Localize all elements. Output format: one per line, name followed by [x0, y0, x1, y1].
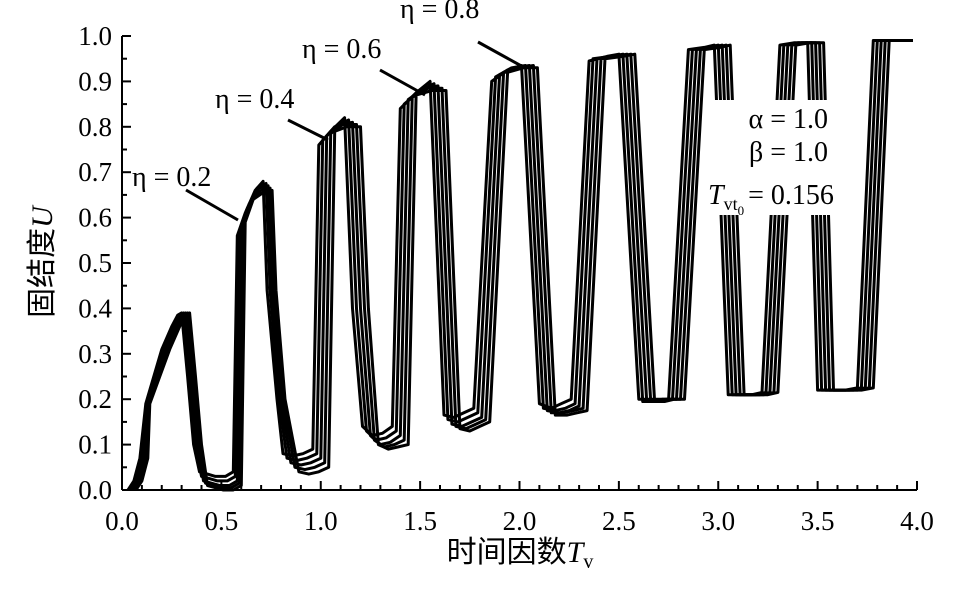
- y-tick-label: 0.1: [78, 430, 112, 460]
- x-tick-label: 2.5: [602, 506, 636, 536]
- x-tick-label: 0.5: [205, 506, 239, 536]
- eta-0.8-leader: [477, 40, 526, 70]
- eta-0.4-label: η = 0.4: [215, 84, 294, 115]
- eta-0.6-leader: [379, 68, 426, 97]
- y-tick-label: 0.8: [78, 112, 112, 142]
- tvt0-symbol: T: [708, 180, 726, 211]
- y-tick-label: 0.0: [78, 475, 112, 505]
- tvt0-subsubscript: 0: [738, 203, 745, 218]
- y-tick-label: 0.7: [78, 157, 112, 187]
- x-tick-label: 1.5: [403, 506, 437, 536]
- eta-0.8-label: η = 0.8: [400, 0, 479, 25]
- tvt0-value: = 0.156: [748, 180, 834, 211]
- x-axis-title: 时间因数Tv: [447, 536, 594, 573]
- tick-labels: 0.0 0.5 1.0 1.5 2.0 2.5 3.0 3.5 4.0 0.0 0.1 0.2 0.3 0…: [78, 21, 934, 536]
- y-axis-title-text: 固结度: [26, 228, 59, 318]
- y-tick-label: 0.9: [78, 66, 112, 96]
- x-tick-label: 3.5: [801, 506, 835, 536]
- x-axis-title-sub: v: [583, 551, 593, 573]
- tvt0-subscript: vt: [724, 194, 738, 214]
- x-axis-title-var: T: [567, 536, 586, 569]
- eta-0.2-label: η = 0.2: [132, 162, 211, 193]
- beta-param: β = 1.0: [749, 137, 828, 168]
- eta-0.4-leader: [287, 118, 329, 142]
- params-background: [703, 100, 863, 215]
- x-tick-label: 1.0: [304, 506, 338, 536]
- alpha-param: α = 1.0: [749, 104, 828, 135]
- eta-0.6-label: η = 0.6: [302, 34, 381, 65]
- y-tick-label: 0.6: [78, 203, 112, 233]
- x-tick-label: 2.0: [503, 506, 537, 536]
- y-tick-label: 0.3: [78, 339, 112, 369]
- x-tick-label: 3.0: [701, 506, 735, 536]
- tvt0-param: Tvt0 = 0.156: [708, 180, 834, 218]
- x-tick-label: 4.0: [900, 506, 934, 536]
- y-tick-label: 0.5: [78, 248, 112, 278]
- y-tick-label: 0.2: [78, 384, 112, 414]
- y-axis-title-var: U: [26, 204, 59, 228]
- y-axis-title: 固结度U: [26, 204, 59, 318]
- axes-layer: [121, 35, 918, 491]
- y-tick-label: 0.4: [78, 293, 112, 323]
- x-axis-title-text: 时间因数: [447, 536, 567, 569]
- x-tick-label: 0.0: [105, 506, 139, 536]
- eta-0.2-leader: [185, 188, 239, 222]
- y-tick-label: 1.0: [78, 21, 112, 51]
